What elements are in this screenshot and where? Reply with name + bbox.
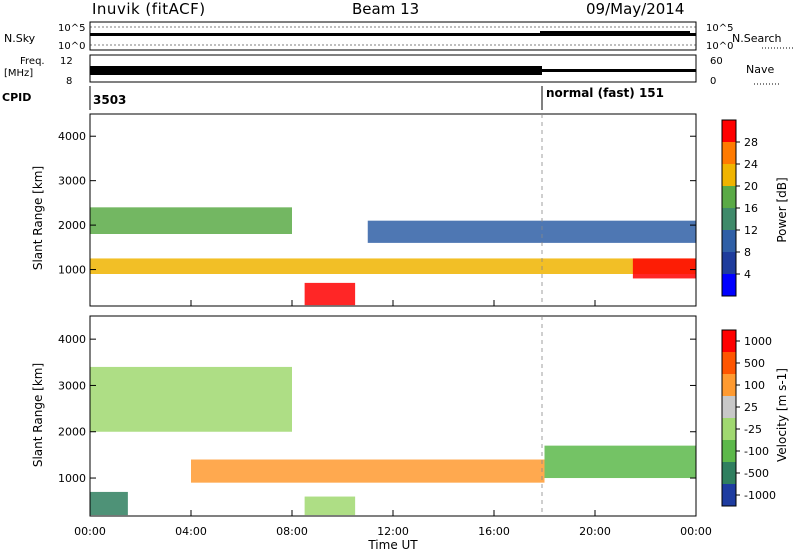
band-2 bbox=[544, 445, 696, 479]
band-2 bbox=[304, 282, 356, 306]
colorbar-swatch bbox=[722, 252, 736, 274]
band-1 bbox=[90, 207, 292, 234]
colorbar-tick-label: 8 bbox=[744, 246, 751, 259]
band-3 bbox=[632, 258, 696, 279]
time-axis-label: Time UT bbox=[367, 538, 418, 552]
noise-right-bottom: 10^0 bbox=[706, 41, 733, 52]
velocity-yticks: 1000 2000 3000 4000 bbox=[58, 333, 696, 485]
freq-label: Freq. bbox=[20, 56, 45, 67]
nave-tick-bottom: 0 bbox=[710, 76, 716, 87]
colorbar-tick-label: 1000 bbox=[744, 335, 772, 348]
noise-sky-trace bbox=[90, 33, 696, 36]
cpid-label: CPID bbox=[2, 91, 31, 104]
colorbar-tick-label: 20 bbox=[744, 180, 758, 193]
nsearch-label: N.Search bbox=[732, 32, 782, 45]
velocity-cells bbox=[90, 366, 696, 516]
band-4 bbox=[90, 491, 128, 516]
power-colorbar: 4 8 12 16 20 24 28 bbox=[721, 119, 758, 297]
ytick-label: 3000 bbox=[58, 379, 86, 392]
colorbar-tick-label: 100 bbox=[744, 379, 765, 392]
band-3 bbox=[304, 496, 356, 516]
freq-unit: [MHz] bbox=[4, 68, 33, 79]
ytick-label: 2000 bbox=[58, 219, 86, 232]
xtick-label: 00:00 bbox=[74, 525, 106, 538]
freq-trace-b bbox=[542, 69, 696, 72]
xtick-label: 20:00 bbox=[579, 525, 611, 538]
ytick-label: 1000 bbox=[58, 264, 86, 277]
colorbar-tick-label: 25 bbox=[744, 401, 758, 414]
cpid-segment-1: 3503 bbox=[93, 93, 126, 107]
band-0 bbox=[90, 366, 292, 432]
colorbar-tick-label: 28 bbox=[744, 136, 758, 149]
ytick-label: 1000 bbox=[58, 472, 86, 485]
xtick-label: 08:00 bbox=[276, 525, 308, 538]
nave-tick-top: 60 bbox=[710, 56, 723, 67]
cpid-panel: CPID 3503 normal (fast) 151 bbox=[2, 86, 664, 110]
beam-title: Beam 13 bbox=[352, 0, 420, 18]
power-cells bbox=[90, 207, 696, 306]
velocity-panel: 1000 2000 3000 4000 Slant Range [km] 1000 50… bbox=[31, 300, 789, 552]
cpid-segment-2: normal (fast) 151 bbox=[546, 86, 664, 100]
colorbar-tick-label: 12 bbox=[744, 224, 758, 237]
colorbar-swatch bbox=[722, 462, 736, 484]
colorbar-swatch bbox=[722, 208, 736, 230]
noise-search-trace bbox=[540, 31, 690, 34]
colorbar-swatch bbox=[722, 418, 736, 440]
colorbar-swatch bbox=[722, 484, 736, 506]
colorbar-tick-label: -1000 bbox=[744, 489, 776, 502]
colorbar-swatch bbox=[722, 142, 736, 164]
colorbar-swatch bbox=[722, 120, 736, 142]
colorbar-swatch bbox=[722, 186, 736, 208]
xtick-label: 00:00 bbox=[680, 525, 712, 538]
power-ylabel: Slant Range [km] bbox=[31, 166, 45, 270]
colorbar-frame bbox=[721, 329, 737, 507]
freq-tick-bottom: 8 bbox=[66, 76, 72, 87]
freq-tick-top: 12 bbox=[60, 56, 73, 67]
ytick-label: 4000 bbox=[58, 130, 86, 143]
xtick-label: 16:00 bbox=[478, 525, 510, 538]
freq-trace-a bbox=[90, 66, 542, 75]
power-yticks: 1000 2000 3000 4000 bbox=[58, 130, 696, 277]
colorbar-tick-label: -25 bbox=[744, 423, 762, 436]
band-0 bbox=[90, 258, 696, 274]
nave-label: Nave bbox=[746, 63, 774, 76]
colorbar-swatch bbox=[722, 396, 736, 418]
station-title: Inuvik (fitACF) bbox=[92, 0, 206, 18]
xtick-label: 04:00 bbox=[175, 525, 207, 538]
colorbar-tick-label: -500 bbox=[744, 467, 769, 480]
colorbar-tick-label: 500 bbox=[744, 357, 765, 370]
velocity-colorbar-label: Velocity [m s-1] bbox=[775, 368, 789, 462]
colorbar-swatch bbox=[722, 440, 736, 462]
band-1 bbox=[191, 459, 545, 483]
noise-right-top: 10^5 bbox=[706, 23, 733, 34]
power-panel: 1000 2000 3000 4000 Slant Range [km] 4 8 12 16… bbox=[31, 113, 789, 307]
date-title: 09/May/2014 bbox=[586, 0, 685, 18]
colorbar-tick-label: 16 bbox=[744, 202, 758, 215]
noise-left-bottom: 10^0 bbox=[58, 41, 85, 52]
colorbar-swatch bbox=[722, 230, 736, 252]
ytick-label: 2000 bbox=[58, 426, 86, 439]
velocity-ylabel: Slant Range [km] bbox=[31, 363, 45, 467]
xtick-label: 12:00 bbox=[377, 525, 409, 538]
colorbar-tick-label: -100 bbox=[744, 445, 769, 458]
noise-left-top: 10^5 bbox=[58, 23, 85, 34]
colorbar-swatch bbox=[722, 330, 736, 352]
nsky-label: N.Sky bbox=[4, 32, 36, 45]
noise-panel: N.Sky 10^5 10^0 10^5 10^0 N.Search bbox=[4, 21, 795, 52]
colorbar-tick-label: 4 bbox=[744, 268, 751, 281]
ytick-label: 3000 bbox=[58, 175, 86, 188]
colorbar-tick-label: 24 bbox=[744, 158, 758, 171]
colorbar-swatch bbox=[722, 374, 736, 396]
colorbar-swatch bbox=[722, 274, 736, 296]
colorbar-swatch bbox=[722, 164, 736, 186]
power-colorbar-label: Power [dB] bbox=[775, 177, 789, 242]
colorbar-swatch bbox=[722, 352, 736, 374]
ytick-label: 4000 bbox=[58, 333, 86, 346]
velocity-colorbar: 1000 500 100 25 -25 -100 -500 -1000 bbox=[721, 329, 776, 507]
frequency-panel: Freq. [MHz] 12 8 60 0 Nave bbox=[4, 54, 780, 87]
time-axis-ticks: 00:00 04:00 08:00 12:00 16:00 20:00 00:00 bbox=[74, 300, 712, 538]
band-4 bbox=[367, 220, 696, 243]
